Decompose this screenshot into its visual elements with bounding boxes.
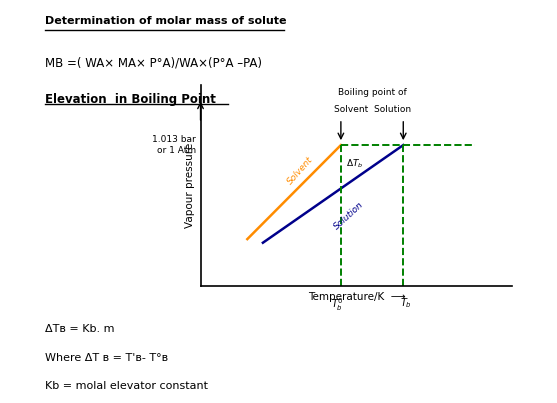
Text: Solvent  Solution: Solvent Solution — [334, 105, 411, 114]
Text: Solution: Solution — [332, 200, 365, 231]
Text: $\Delta T_b$: $\Delta T_b$ — [345, 157, 363, 170]
Text: ΔTв = Kb. m: ΔTв = Kb. m — [45, 324, 114, 334]
Text: MB =( WA× MA× P°A)/WA×(P°A –PA): MB =( WA× MA× P°A)/WA×(P°A –PA) — [45, 56, 262, 69]
Text: Kb = molal elevator constant: Kb = molal elevator constant — [45, 381, 208, 391]
Text: Determination of molar mass of solute: Determination of molar mass of solute — [45, 16, 286, 26]
Text: Boiling point of: Boiling point of — [338, 88, 407, 97]
Text: Where ΔT в = T'в- T°в: Where ΔT в = T'в- T°в — [45, 353, 168, 363]
Text: $T_b$: $T_b$ — [400, 296, 412, 310]
Text: $T_b^0$: $T_b^0$ — [331, 296, 344, 313]
Text: 1.013 bar
or 1 Atm: 1.013 bar or 1 Atm — [152, 135, 196, 155]
X-axis label: Temperature/K  ⟶: Temperature/K ⟶ — [307, 292, 405, 302]
Text: Solvent: Solvent — [286, 155, 315, 186]
Text: Elevation  in Boiling Point: Elevation in Boiling Point — [45, 93, 216, 106]
Y-axis label: Vapour pressure: Vapour pressure — [185, 143, 195, 228]
